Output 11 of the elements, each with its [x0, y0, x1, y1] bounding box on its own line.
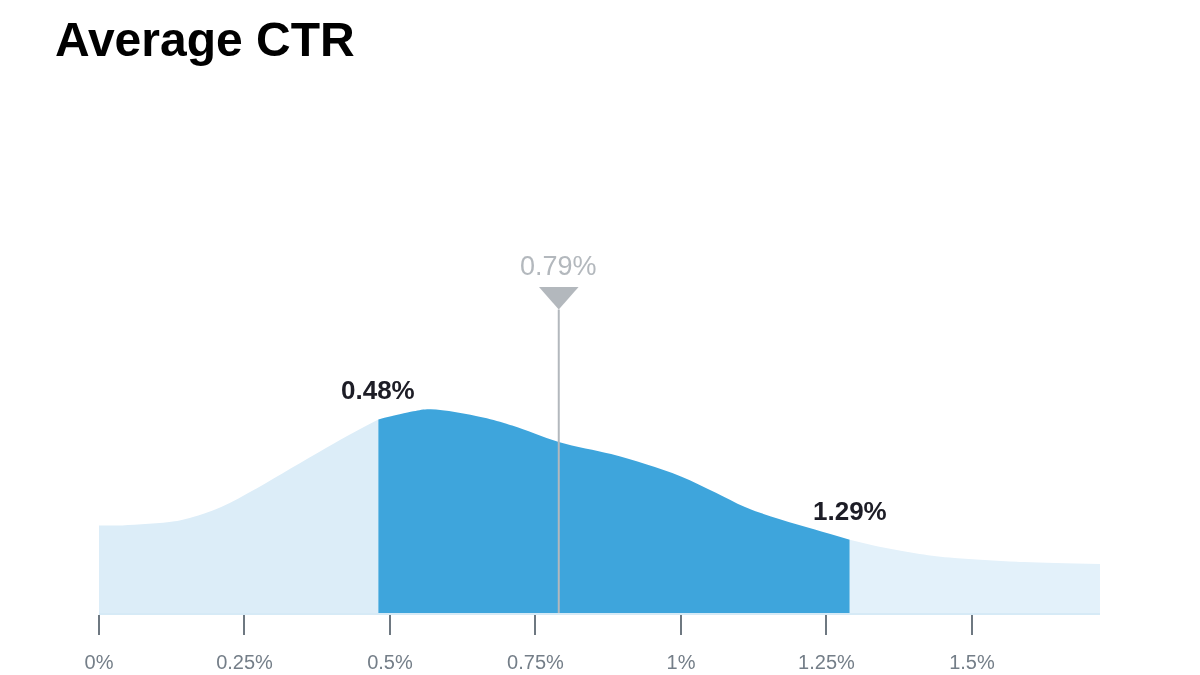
chart-title: Average CTR [55, 12, 355, 66]
ref-line-label: 0.79% [520, 251, 597, 281]
x-tick-label: 1% [666, 651, 696, 673]
x-tick-label: 0.75% [507, 651, 565, 673]
x-tick-label: 1.5% [949, 651, 995, 673]
annotation: 0.48% [341, 375, 415, 405]
x-tick-label: 0% [84, 651, 114, 673]
x-tick-label: 1.25% [798, 651, 856, 673]
annotation: 1.29% [813, 496, 887, 526]
x-tick-label: 0.25% [216, 651, 274, 673]
x-tick-label: 0.5% [367, 651, 413, 673]
